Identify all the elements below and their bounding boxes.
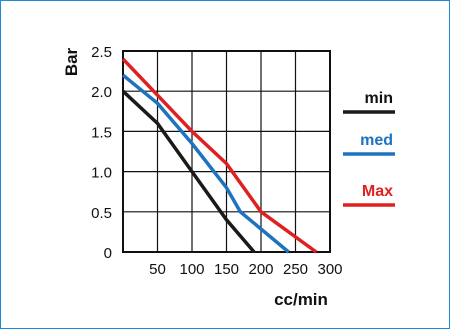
series-lines bbox=[121, 57, 318, 254]
plot-area-border bbox=[122, 50, 331, 253]
y-tick-label-1.0: 1.0 bbox=[91, 165, 112, 182]
y-tick-label-0: 0 bbox=[104, 245, 112, 262]
series-line-min bbox=[121, 89, 256, 254]
x-tick-label-150: 150 bbox=[214, 261, 239, 278]
series-line-med bbox=[121, 73, 290, 254]
x-axis-label: cc/min bbox=[274, 290, 328, 309]
x-tick-label-100: 100 bbox=[179, 261, 204, 278]
legend-label-med: med bbox=[360, 132, 393, 149]
x-tick-label-300: 300 bbox=[317, 261, 342, 278]
y-axis-label: Bar bbox=[62, 47, 81, 76]
series-line-max bbox=[121, 57, 318, 254]
legend-label-min: min bbox=[365, 90, 393, 107]
y-tick-label-2.5: 2.5 bbox=[91, 44, 112, 61]
legend-label-max: Max bbox=[362, 183, 393, 200]
x-tick-label-50: 50 bbox=[149, 261, 166, 278]
legend: min med Max bbox=[343, 90, 395, 207]
x-tick-label-250: 250 bbox=[283, 261, 308, 278]
x-tick-labels: 50 100 150 200 250 300 bbox=[149, 261, 342, 278]
y-tick-label-1.5: 1.5 bbox=[91, 124, 112, 141]
y-tick-labels: 0 0.5 1.0 1.5 2.0 2.5 bbox=[91, 44, 112, 262]
y-tick-label-2.0: 2.0 bbox=[91, 84, 112, 101]
x-tick-label-200: 200 bbox=[248, 261, 273, 278]
y-tick-label-0.5: 0.5 bbox=[91, 205, 112, 222]
